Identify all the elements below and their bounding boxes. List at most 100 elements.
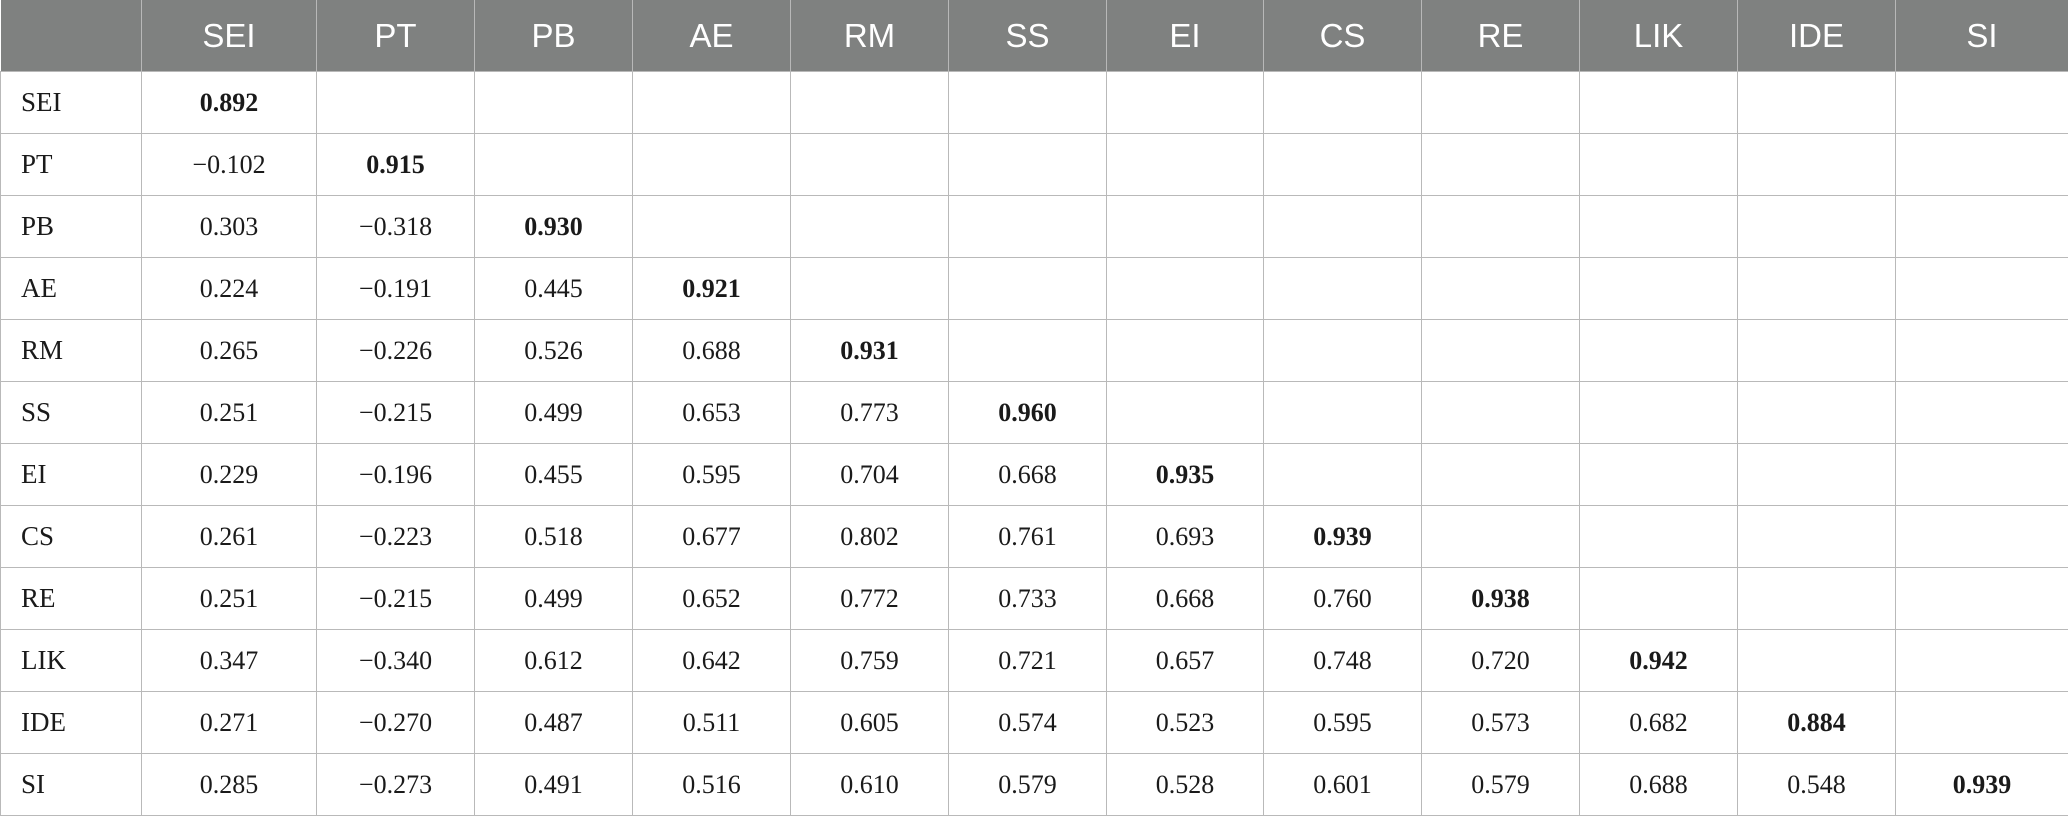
- empty-cell: [632, 133, 791, 196]
- empty-cell: [1106, 257, 1264, 320]
- empty-cell: [1895, 257, 2068, 320]
- empty-cell: [1737, 257, 1896, 320]
- table-body: SEI 0.892 PT −0.102 0.915 PB 0.303 −0.318 0.930 A…: [0, 71, 2068, 816]
- column-header-pt: PT: [316, 0, 475, 72]
- row-header-ei: EI: [0, 443, 142, 506]
- correlation-value-cell: 0.579: [948, 753, 1107, 816]
- correlation-value-cell: 0.445: [474, 257, 633, 320]
- column-header-lik: LIK: [1579, 0, 1738, 72]
- correlation-value-cell: −0.191: [316, 257, 475, 320]
- correlation-value-cell: 0.526: [474, 319, 633, 382]
- table-row: IDE 0.271 −0.270 0.487 0.511 0.605 0.574 0.523 0…: [0, 691, 2068, 754]
- correlation-value-cell: 0.271: [141, 691, 317, 754]
- row-header-re: RE: [0, 567, 142, 630]
- empty-cell: [1895, 629, 2068, 692]
- row-header-sei: SEI: [0, 71, 142, 134]
- empty-cell: [1263, 71, 1422, 134]
- diagonal-value-cell: 0.921: [632, 257, 791, 320]
- correlation-value-cell: 0.733: [948, 567, 1107, 630]
- correlation-value-cell: −0.215: [316, 567, 475, 630]
- correlation-value-cell: −0.273: [316, 753, 475, 816]
- empty-cell: [1737, 629, 1896, 692]
- correlation-value-cell: 0.499: [474, 381, 633, 444]
- column-header-si: SI: [1895, 0, 2068, 72]
- empty-cell: [1737, 71, 1896, 134]
- correlation-value-cell: 0.653: [632, 381, 791, 444]
- correlation-value-cell: 0.347: [141, 629, 317, 692]
- column-header-re: RE: [1421, 0, 1580, 72]
- empty-cell: [1579, 257, 1738, 320]
- correlation-value-cell: 0.721: [948, 629, 1107, 692]
- empty-cell: [1421, 71, 1580, 134]
- empty-cell: [790, 195, 949, 258]
- empty-cell: [632, 195, 791, 258]
- table-row: SS 0.251 −0.215 0.499 0.653 0.773 0.960: [0, 381, 2068, 444]
- empty-cell: [1579, 567, 1738, 630]
- empty-cell: [1106, 195, 1264, 258]
- correlation-value-cell: 0.704: [790, 443, 949, 506]
- empty-cell: [1579, 133, 1738, 196]
- diagonal-value-cell: 0.938: [1421, 567, 1580, 630]
- correlation-value-cell: 0.760: [1263, 567, 1422, 630]
- table-row: RM 0.265 −0.226 0.526 0.688 0.931: [0, 319, 2068, 382]
- table-row: PB 0.303 −0.318 0.930: [0, 195, 2068, 258]
- diagonal-value-cell: 0.960: [948, 381, 1107, 444]
- correlation-value-cell: 0.579: [1421, 753, 1580, 816]
- empty-cell: [948, 133, 1107, 196]
- column-header-ei: EI: [1106, 0, 1264, 72]
- correlation-value-cell: 0.688: [632, 319, 791, 382]
- table-row: EI 0.229 −0.196 0.455 0.595 0.704 0.668 0.935: [0, 443, 2068, 506]
- correlation-value-cell: 0.693: [1106, 505, 1264, 568]
- diagonal-value-cell: 0.939: [1263, 505, 1422, 568]
- empty-cell: [1737, 567, 1896, 630]
- empty-cell: [1106, 71, 1264, 134]
- row-header-ae: AE: [0, 257, 142, 320]
- correlation-value-cell: 0.516: [632, 753, 791, 816]
- correlation-value-cell: 0.605: [790, 691, 949, 754]
- correlation-value-cell: 0.668: [948, 443, 1107, 506]
- correlation-value-cell: 0.528: [1106, 753, 1264, 816]
- correlation-value-cell: −0.270: [316, 691, 475, 754]
- column-header-ae: AE: [632, 0, 791, 72]
- corner-header-cell: [0, 0, 142, 72]
- correlation-value-cell: 0.642: [632, 629, 791, 692]
- empty-cell: [1895, 195, 2068, 258]
- empty-cell: [474, 133, 633, 196]
- table-row: SI 0.285 −0.273 0.491 0.516 0.610 0.579 0.528 0.…: [0, 753, 2068, 816]
- empty-cell: [1106, 133, 1264, 196]
- diagonal-value-cell: 0.892: [141, 71, 317, 134]
- correlation-value-cell: 0.573: [1421, 691, 1580, 754]
- empty-cell: [1421, 133, 1580, 196]
- empty-cell: [790, 133, 949, 196]
- correlation-value-cell: 0.657: [1106, 629, 1264, 692]
- empty-cell: [1263, 381, 1422, 444]
- table-row: LIK 0.347 −0.340 0.612 0.642 0.759 0.721 0.657 0…: [0, 629, 2068, 692]
- correlation-value-cell: 0.491: [474, 753, 633, 816]
- diagonal-value-cell: 0.930: [474, 195, 633, 258]
- empty-cell: [1895, 567, 2068, 630]
- column-header-rm: RM: [790, 0, 949, 72]
- row-header-si: SI: [0, 753, 142, 816]
- correlation-value-cell: −0.318: [316, 195, 475, 258]
- correlation-value-cell: 0.595: [632, 443, 791, 506]
- diagonal-value-cell: 0.935: [1106, 443, 1264, 506]
- correlation-value-cell: 0.499: [474, 567, 633, 630]
- correlation-value-cell: 0.652: [632, 567, 791, 630]
- diagonal-value-cell: 0.884: [1737, 691, 1896, 754]
- empty-cell: [1579, 319, 1738, 382]
- diagonal-value-cell: 0.939: [1895, 753, 2068, 816]
- table-row: PT −0.102 0.915: [0, 133, 2068, 196]
- empty-cell: [1579, 71, 1738, 134]
- correlation-value-cell: 0.610: [790, 753, 949, 816]
- empty-cell: [1895, 505, 2068, 568]
- table-row: RE 0.251 −0.215 0.499 0.652 0.772 0.733 0.668 0.…: [0, 567, 2068, 630]
- empty-cell: [1579, 505, 1738, 568]
- empty-cell: [1263, 257, 1422, 320]
- empty-cell: [1263, 195, 1422, 258]
- correlation-value-cell: 0.229: [141, 443, 317, 506]
- empty-cell: [1737, 195, 1896, 258]
- correlation-table: SEI PT PB AE RM SS EI CS RE LIK IDE SI SEI 0.892 PT −0…: [0, 0, 2068, 816]
- empty-cell: [1263, 443, 1422, 506]
- empty-cell: [1895, 381, 2068, 444]
- empty-cell: [1895, 691, 2068, 754]
